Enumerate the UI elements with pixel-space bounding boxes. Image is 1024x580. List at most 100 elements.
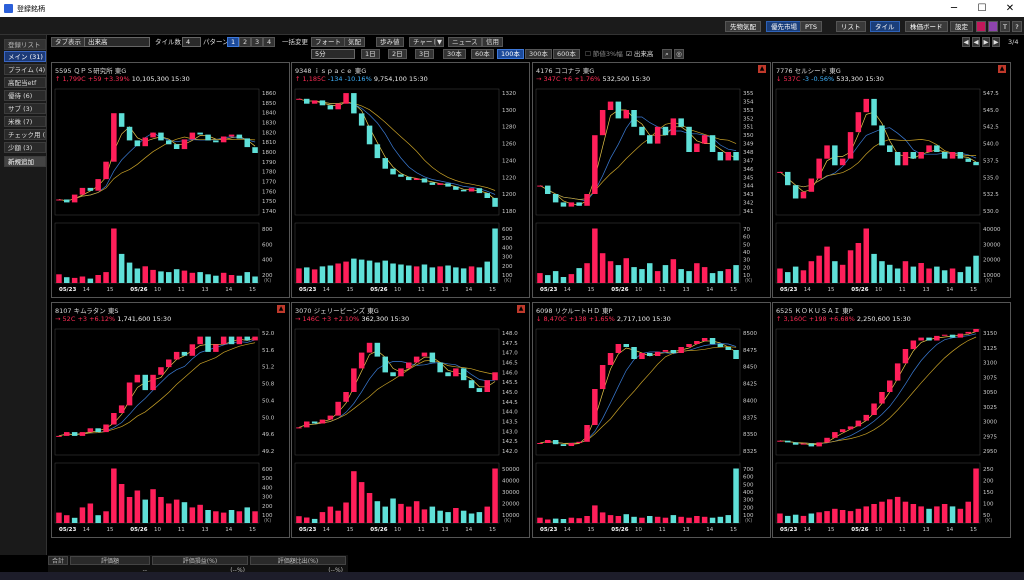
pattern-3-button[interactable]: 3 (251, 37, 264, 47)
color-icon[interactable] (988, 21, 998, 32)
candlestick-chart[interactable]: 3150 3125 3100 3075 3050 3025 3000 2975 2950 250 2… (773, 325, 1010, 537)
candlestick-chart[interactable]: 148.0 147.5 147.0 146.5 146.0 145.5 145.0 144.5… (292, 325, 529, 537)
range-2d-button[interactable]: 2日 (388, 49, 407, 59)
candle (118, 113, 125, 127)
watchlist-item-small[interactable]: 少額 (3) (4, 142, 46, 153)
range-100-button[interactable]: 100本 (497, 49, 524, 59)
prev-page-icon[interactable]: ◀ (972, 37, 980, 47)
candlestick-chart[interactable]: 8500 8475 8450 8425 8400 8375 8350 8325 700 60050… (533, 325, 770, 537)
candlestick-chart[interactable]: 1320 1300 1280 1260 1240 1220 1200 1180 600 500 40… (292, 85, 529, 297)
watchlist-item-main[interactable]: メイン (31) (4, 51, 46, 62)
volume-bar (832, 261, 838, 283)
last-page-icon[interactable]: ▶ (992, 37, 1000, 47)
text-size-icon[interactable]: T (1000, 21, 1010, 32)
first-page-icon[interactable]: ◀ (962, 37, 970, 47)
candlestick-chart[interactable]: 355 354 353 352 351 350 349 348 347 346 345 344 343 3… (533, 85, 770, 297)
tile-count-stepper[interactable]: 4 (182, 37, 201, 47)
sort-select[interactable]: 出来高 (84, 37, 150, 47)
band-checkbox[interactable]: ☐ 節値3%幅 (585, 50, 623, 58)
volume-tick-label: 10000 (502, 513, 520, 519)
watchlist-item-sub[interactable]: サブ (3) (4, 103, 46, 114)
minimize-button[interactable]: ─ (950, 3, 958, 14)
watchlist-item-yutai[interactable]: 優待 (6) (4, 90, 46, 101)
candlestick-chart[interactable]: 547.5 545.0 542.5 540.0 537.5 535.0 532.5 530.0… (773, 85, 1010, 297)
priority-market-button[interactable]: 優先市場 (766, 21, 802, 32)
quote-button[interactable]: 気配 (344, 37, 365, 47)
margin-button[interactable]: 信用 (482, 37, 503, 47)
pattern-4-button[interactable]: 4 (263, 37, 276, 47)
x-tick-label: 14 (564, 287, 571, 293)
candle (934, 335, 940, 341)
range-1d-button[interactable]: 1日 (361, 49, 380, 59)
alert-icon[interactable]: ▲ (277, 305, 285, 313)
chart-tile-6525[interactable]: 6525 ＫＯＫＵＳＡＩ 東P ↑ 3,160C +198 +6.68% 2,2… (772, 302, 1011, 538)
settings-button[interactable]: 設定 (950, 21, 973, 32)
chart-tile-9348[interactable]: 9348 ｉｓｐａｃｅ 東G ↑ 1,185C -134 -10.16% 9,7… (291, 62, 530, 298)
candle (639, 353, 645, 359)
list-view-button[interactable]: リスト (836, 21, 866, 32)
x-tick-label: 11 (418, 527, 425, 533)
candlestick-chart[interactable]: 1860 1850 1840 1830 1820 1810 1800 1790 1780 1770… (52, 85, 289, 297)
volume-tick-label: 400 (262, 485, 273, 491)
zoom-icon[interactable]: ⌕ (662, 49, 672, 59)
watchlist-item-prime[interactable]: プライム (4) (4, 64, 46, 75)
pattern-2-button[interactable]: 2 (239, 37, 252, 47)
volume-tick-label: 200 (743, 505, 754, 511)
chart-tile-4176[interactable]: 4176 ココナラ 東G → 347C +6 +1.76% 532,500 15… (532, 62, 771, 298)
volume-bar (949, 268, 956, 283)
next-page-icon[interactable]: ▶ (982, 37, 990, 47)
alert-icon[interactable]: ▲ (758, 65, 766, 73)
futures-quote-button[interactable]: 先物気配 (725, 21, 761, 32)
stock-code: 6098 (536, 307, 553, 315)
maximize-button[interactable]: ☐ (977, 3, 987, 14)
fort-button[interactable]: フォート (311, 37, 345, 47)
x-tick-label: 11 (178, 527, 185, 533)
candle (142, 374, 148, 391)
alert-icon[interactable]: ▲ (998, 65, 1006, 73)
chart-dropdown-icon[interactable]: ▼ (435, 37, 444, 47)
volume-bar (717, 516, 724, 523)
pts-button[interactable]: PTS (800, 21, 823, 32)
chart-tile-5595[interactable]: 5595 ＱＰＳ研究所 東G ↑ 1,799C +59 +3.39% 10,10… (51, 62, 290, 298)
chart-tile-6098[interactable]: 6098 リクルートＨＤ 東P ↓ 8,470C +138 +1.65% 2,7… (532, 302, 771, 538)
candlestick-chart[interactable]: 52.0 51.6 51.2 50.8 50.4 50.0 49.6 49.2 600 500 40… (52, 325, 289, 537)
y-tick-label: 148.0 (502, 331, 518, 337)
link-icon[interactable] (976, 21, 986, 32)
y-tick-label: 1180 (502, 209, 516, 215)
stock-board-button[interactable]: 株価ボード (905, 21, 948, 32)
news-button[interactable]: ニュース (448, 37, 482, 47)
pattern-1-button[interactable]: 1 (227, 37, 240, 47)
watchlist-item-check[interactable]: チェック用 ( (4, 129, 46, 140)
volume-bar (654, 271, 661, 283)
volume-checkbox[interactable]: ☑ 出来高 (626, 50, 654, 58)
y-tick-label: 147.0 (502, 351, 518, 357)
volume-bar (126, 262, 133, 283)
chart-tile-7776[interactable]: 7776 セルシード 東G ↓ 537C -3 -0.56% 533,300 1… (772, 62, 1011, 298)
range-30-button[interactable]: 30本 (443, 49, 466, 59)
alert-icon[interactable]: ▲ (517, 305, 525, 313)
range-300-button[interactable]: 300本 (525, 49, 552, 59)
market-badge: 東G (354, 67, 367, 75)
tile-quote: ↑ 1,185C -134 -10.16% 9,754,100 15:30 (295, 75, 428, 83)
reset-icon[interactable]: ◎ (674, 49, 684, 59)
volume-bar (142, 499, 148, 523)
tick-button[interactable]: 歩み値 (376, 37, 404, 47)
x-tick-label: 11 (899, 527, 906, 533)
watchlist-item-high-dividend[interactable]: 高配当etf (4, 77, 46, 88)
tile-view-button[interactable]: タイル (870, 21, 900, 32)
range-3d-button[interactable]: 3日 (415, 49, 434, 59)
candle (686, 126, 692, 152)
tab-display-button[interactable]: タブ表示 (51, 37, 85, 47)
stock-code: 3070 (295, 307, 312, 315)
volume-bar (236, 511, 243, 523)
chart-tile-3070[interactable]: 3070 ジェリービーンズ 東G → 146C +3 +2.10% 362,30… (291, 302, 530, 538)
help-icon[interactable]: ? (1012, 21, 1022, 32)
y-tick-label: 8375 (743, 415, 757, 421)
interval-select[interactable]: 5分 (311, 49, 355, 59)
watchlist-item-us[interactable]: 米株 (7) (4, 116, 46, 127)
close-button[interactable]: ✕ (1005, 3, 1015, 14)
add-watchlist-button[interactable]: 新規追加 (4, 156, 46, 167)
range-60-button[interactable]: 60本 (471, 49, 494, 59)
chart-tile-8107[interactable]: 8107 キムラタン 東S → 52C +3 +6.12% 1,741,600 … (51, 302, 290, 538)
range-600-button[interactable]: 600本 (553, 49, 580, 59)
